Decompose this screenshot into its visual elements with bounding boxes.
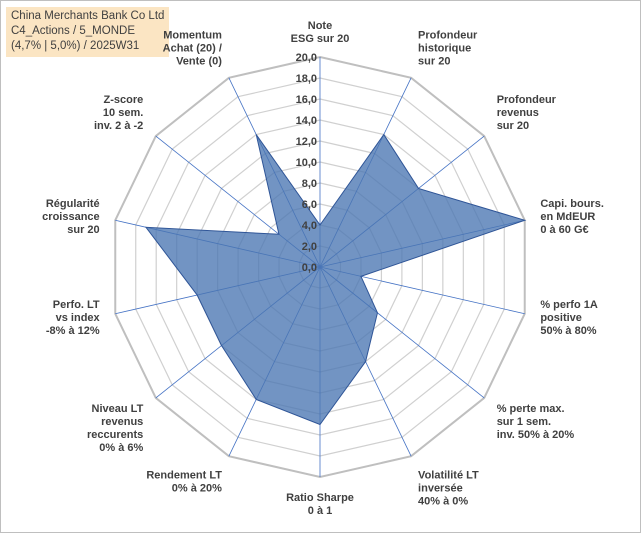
radial-tick-label: 10,0	[296, 157, 317, 169]
title-line-category: C4_Actions / 5_MONDE	[11, 25, 135, 37]
axis-label: Rendement LT 0% à 20%	[146, 470, 222, 495]
axis-label: Perfo. LT vs index -8% à 12%	[46, 299, 101, 337]
radar-series	[144, 133, 527, 426]
radial-tick-label: 12,0	[296, 136, 317, 148]
radial-tick-label: 16,0	[296, 94, 317, 106]
radial-tick-label: 4,0	[302, 220, 317, 232]
axis-label: Profondeur revenus sur 20	[497, 94, 557, 132]
radial-tick-label: 2,0	[302, 241, 317, 253]
series-area	[144, 133, 527, 426]
radar-tick-labels: 0,0 2,0 4,0 6,0 8,0 10,0 12,0 14,0 16,0 18,0 20,0	[296, 52, 317, 274]
axis-label: Note ESG sur 20	[291, 20, 350, 45]
axis-label: % perfo 1A positive 50% à 80%	[540, 299, 598, 337]
axis-label: Volatilité LT inversée 40% à 0%	[418, 470, 479, 508]
title-line-period: (4,7% | 5,0%) / 2025W31	[11, 40, 140, 52]
title-line-company: China Merchants Bank Co Ltd	[11, 10, 165, 22]
radial-tick-label: 20,0	[296, 52, 317, 64]
axis-label: Niveau LT revenus reccurents 0% à 6%	[87, 403, 144, 454]
axis-label: % perte max. sur 1 sem. inv. 50% à 20%	[497, 403, 575, 441]
radar-axis-labels: Note ESG sur 20 Profondeur historique sur 20…	[42, 20, 604, 517]
axis-label: Profondeur historique sur 20	[418, 29, 478, 67]
chart-title-box: China Merchants Bank Co Ltd C4_Actions /…	[6, 7, 170, 57]
radial-tick-label: 18,0	[296, 73, 317, 85]
radial-tick-label: 0,0	[302, 262, 317, 274]
axis-label: Momentum Achat (20) / Vente (0)	[163, 29, 223, 67]
axis-label: Capi. bours. en MdEUR 0 à 60 G€	[540, 198, 604, 236]
radial-tick-label: 6,0	[302, 199, 317, 211]
axis-label: Z-score 10 sem. inv. 2 à -2	[94, 94, 143, 132]
axis-label: Régularité croissance sur 20	[42, 198, 99, 236]
radial-tick-label: 14,0	[296, 115, 317, 127]
radial-tick-label: 8,0	[302, 178, 317, 190]
axis-label: Ratio Sharpe 0 à 1	[286, 492, 354, 517]
